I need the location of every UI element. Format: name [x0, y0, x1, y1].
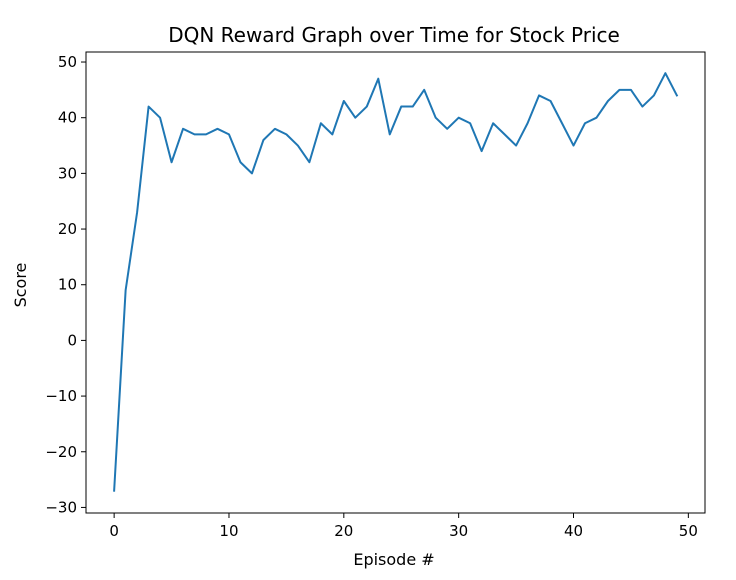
y-tick-label-0: 0 [67, 331, 77, 349]
x-tick-label-20: 20 [334, 522, 353, 540]
y-tick-label-20: 20 [58, 220, 77, 238]
y-tick-label-10: 10 [58, 276, 77, 294]
y-tick-label-50: 50 [58, 53, 77, 71]
x-tick-label-0: 0 [109, 522, 119, 540]
x-tick-label-30: 30 [449, 522, 468, 540]
y-tick-label--20: −20 [45, 443, 77, 461]
series-line-0 [113, 72, 679, 492]
y-tick-label--10: −10 [45, 387, 77, 405]
chart-title: DQN Reward Graph over Time for Stock Pri… [168, 23, 620, 47]
y-tick-label-30: 30 [58, 164, 77, 182]
x-tick-label-50: 50 [679, 522, 698, 540]
plot-area [113, 72, 679, 492]
axes: 0 10 20 30 40 50 −30 −20 −10 0 10 20 30 40 50 [45, 51, 706, 540]
plot-frame [85, 51, 706, 514]
y-tick-label-40: 40 [58, 109, 77, 127]
y-axis-label: Score [11, 263, 30, 308]
x-axis-label: Episode # [353, 550, 434, 569]
x-tick-label-10: 10 [219, 522, 238, 540]
x-tick-label-40: 40 [564, 522, 583, 540]
y-tick-label--30: −30 [45, 498, 77, 516]
